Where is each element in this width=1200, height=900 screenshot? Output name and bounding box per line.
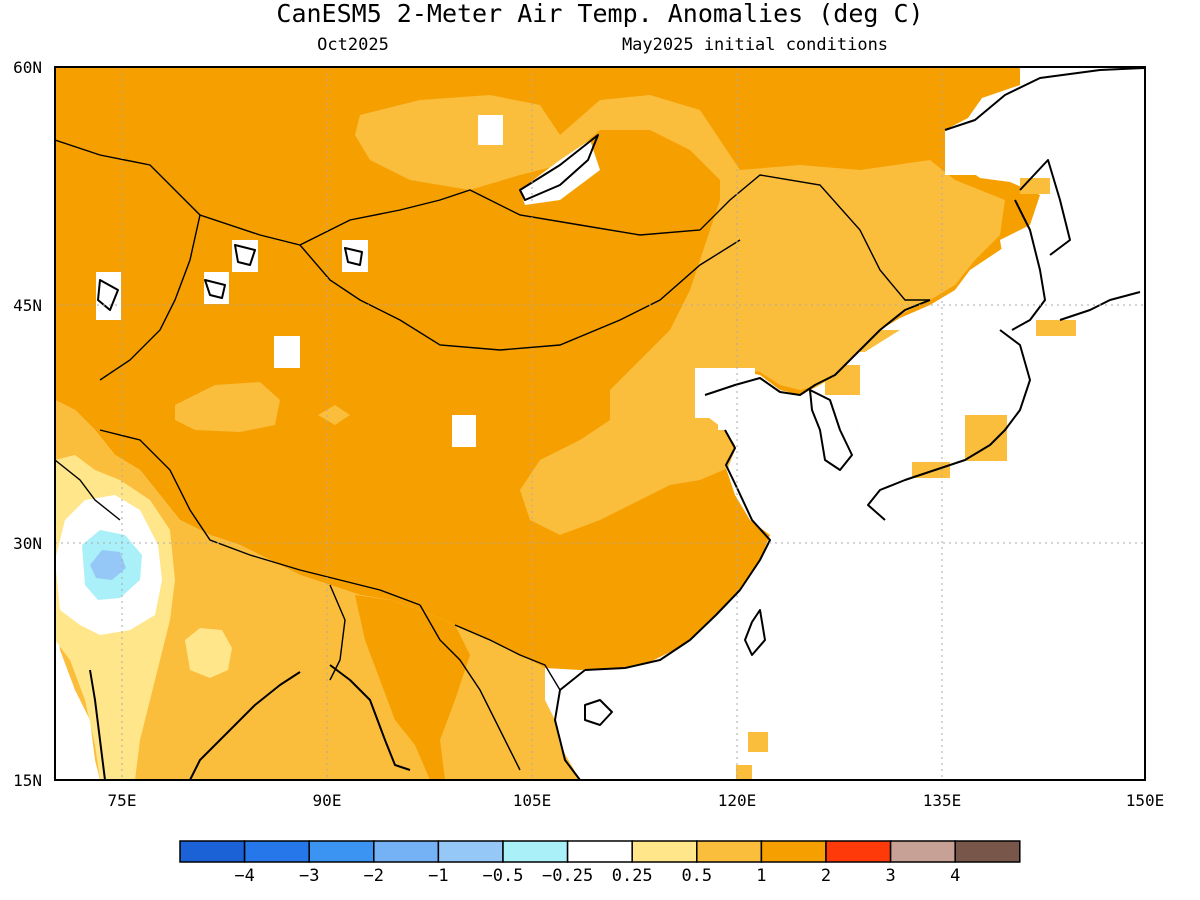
legend-label-5: −0.25	[542, 866, 593, 886]
country-borders	[55, 139, 930, 771]
taiwan-cell	[748, 732, 768, 752]
legend-label-6: 0.25	[612, 866, 653, 886]
anomaly-field-minus-0p5-nw-india	[90, 550, 126, 580]
legend-swatch-10	[825, 840, 892, 863]
lon-label-105e: 105E	[513, 791, 552, 810]
anomaly-field-0p5-to-1-tarim	[318, 405, 350, 425]
anomaly-field-0p5-to-1-west-china	[175, 382, 280, 432]
ocean-east-china	[555, 410, 1145, 780]
map-area	[54, 66, 1146, 781]
legend-label-1: −3	[299, 866, 319, 886]
anomaly-field-0p25-to-0p5-blob	[185, 628, 232, 678]
legend-label-2: −2	[364, 866, 384, 886]
color-legend-labels: −4 −3 −2 −1 −0.5 −0.25 0.25 0.5 1 2 3 4	[234, 866, 960, 886]
legend-label-8: 1	[756, 866, 766, 886]
color-legend	[179, 840, 1021, 863]
lat-label-60n: 60N	[13, 58, 42, 77]
lon-label-120e: 120E	[718, 791, 757, 810]
legend-label-4: −0.5	[483, 866, 524, 886]
legend-swatch-3	[373, 840, 440, 863]
legend-swatch-7	[631, 840, 698, 863]
lon-label-135e: 135E	[923, 791, 962, 810]
legend-swatch-0	[179, 840, 246, 863]
lon-label-90e: 90E	[313, 791, 342, 810]
map-frame	[54, 66, 1146, 781]
ocean-sea-of-japan	[860, 320, 1000, 440]
initial-conditions: May2025 initial conditions	[622, 35, 888, 55]
legend-swatch-8	[696, 840, 763, 863]
japan-cell-honshu	[965, 415, 1007, 461]
lat-label-30n: 30N	[13, 534, 42, 553]
legend-swatch-4	[437, 840, 504, 863]
map-title: CanESM5 2-Meter Air Temp. Anomalies (deg…	[276, 0, 923, 28]
lon-label-75e: 75E	[108, 791, 137, 810]
valid-month: Oct2025	[317, 35, 389, 55]
coastlines	[89, 67, 1145, 780]
legend-label-10: 3	[885, 866, 895, 886]
legend-swatch-5	[502, 840, 569, 863]
legend-swatch-1	[243, 840, 310, 863]
legend-swatch-11	[889, 840, 956, 863]
grid-lines	[55, 67, 1145, 780]
legend-label-9: 2	[821, 866, 831, 886]
lat-label-45n: 45N	[13, 296, 42, 315]
legend-label-0: −4	[234, 866, 254, 886]
legend-label-11: 4	[950, 866, 960, 886]
legend-swatch-2	[308, 840, 375, 863]
lat-label-15n: 15N	[13, 771, 42, 790]
legend-swatch-9	[760, 840, 827, 863]
latitude-axis: 60N 45N 30N 15N	[13, 58, 42, 790]
legend-label-3: −1	[428, 866, 448, 886]
taiwan-cell-south	[736, 765, 752, 780]
anomaly-field-0p5-to-1-north	[355, 95, 1005, 535]
legend-swatch-12	[954, 840, 1021, 863]
longitude-axis: 75E 90E 105E 120E 135E 150E	[108, 791, 1165, 810]
lon-label-150e: 150E	[1126, 791, 1165, 810]
legend-swatch-6	[566, 840, 633, 863]
legend-label-7: 0.5	[681, 866, 712, 886]
masked-cells	[96, 70, 1145, 447]
